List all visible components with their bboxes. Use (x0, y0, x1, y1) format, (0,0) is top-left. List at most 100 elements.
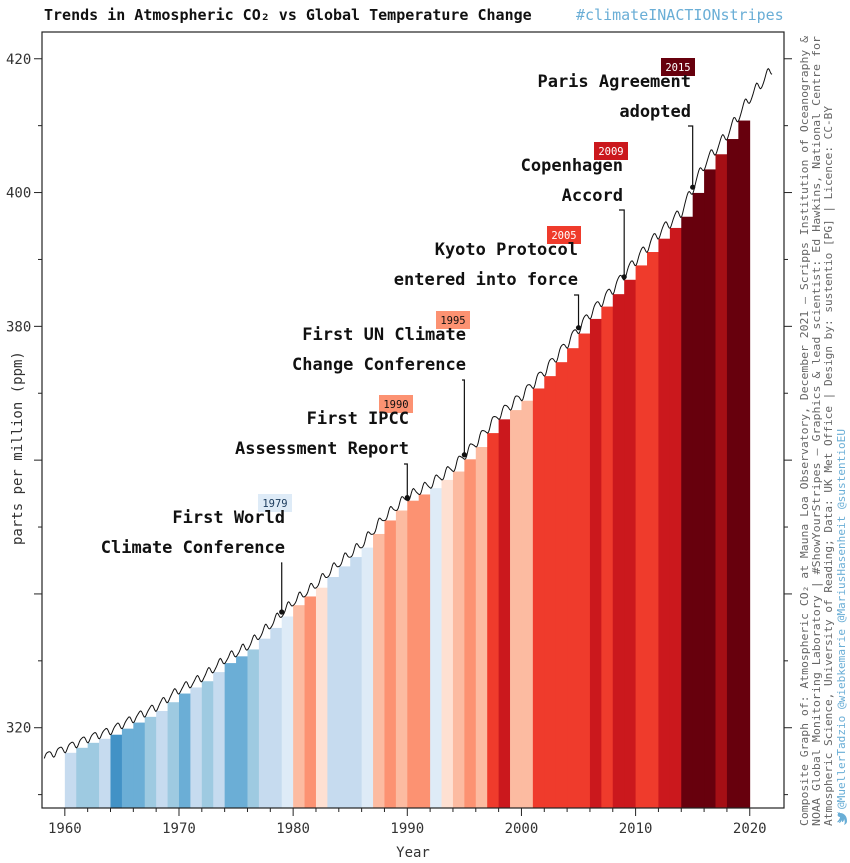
x-tick-label-1990: 1990 (390, 821, 424, 837)
annotation-line-2: adopted (619, 102, 691, 122)
year-badge-label: 1995 (440, 315, 465, 327)
stripe-1966 (133, 722, 146, 808)
stripe-2015 (692, 192, 705, 808)
year-badge (547, 226, 581, 244)
stripe-2017 (715, 154, 728, 808)
event-point (461, 452, 467, 458)
stripe-1983 (327, 577, 340, 808)
warming-stripes (64, 120, 751, 809)
stripe-2001 (532, 388, 545, 808)
y-tick-label-400: 400 (6, 186, 31, 202)
stripe-1975 (236, 656, 248, 808)
co2-series-layer (43, 67, 773, 759)
year-badge-label: 2005 (551, 230, 576, 242)
annotation-line-1: First World (172, 508, 285, 528)
event-point (279, 609, 285, 615)
leader-line (281, 562, 283, 612)
leader-line (619, 209, 625, 277)
event-point (621, 274, 627, 280)
stripe-2002 (544, 376, 557, 808)
stripe-2008 (612, 294, 625, 808)
stripe-1985 (350, 557, 363, 808)
event-point (575, 325, 582, 331)
stripe-1988 (384, 520, 397, 808)
stripe-1979 (281, 616, 294, 808)
y-axis-label: parts per million (ppm) (10, 351, 26, 545)
leader-line (688, 125, 694, 188)
stripe-2014 (681, 216, 694, 809)
stripe-1981 (304, 596, 317, 808)
stripe-2000 (521, 400, 534, 808)
stripe-1993 (441, 479, 454, 808)
credits-line-2: NOAA Global Monitoring Laboratory | #Sho… (811, 36, 823, 826)
annotation-line-2: Accord (562, 186, 623, 206)
stripe-1996 (475, 447, 488, 808)
event-point (404, 495, 410, 501)
stripe-1980 (293, 605, 305, 808)
stripe-2005 (578, 333, 591, 808)
stripe-1971 (190, 687, 203, 808)
leader-line (404, 463, 408, 498)
stripe-1999 (510, 410, 522, 808)
stripe-1991 (418, 494, 431, 808)
x-tick-label-2000: 2000 (505, 821, 539, 837)
year-badge-label: 2015 (665, 62, 690, 74)
stripe-2019 (738, 120, 751, 809)
stripe-1970 (178, 693, 191, 808)
event-point (690, 184, 696, 190)
stripe-2009 (624, 279, 636, 808)
annotation-line-1: Kyoto Protocol (435, 240, 578, 260)
stripe-2003 (555, 362, 568, 808)
stripe-1984 (338, 566, 351, 808)
annotation-line-1: Paris Agreement (537, 72, 691, 92)
stripe-1990 (407, 500, 420, 808)
stripe-1961 (76, 747, 89, 808)
stripe-1998 (498, 419, 511, 808)
stripe-1978 (270, 627, 283, 808)
stripe-2007 (601, 306, 614, 808)
stripe-1965 (121, 728, 134, 808)
stripe-2013 (669, 227, 682, 808)
year-badge (379, 395, 413, 413)
stripe-2006 (589, 318, 602, 808)
stripe-2012 (658, 238, 671, 808)
year-badge (661, 58, 695, 76)
stripe-1995 (464, 459, 477, 808)
y-axis: 320 380 400 420 (6, 52, 792, 796)
stripe-1997 (487, 433, 500, 808)
stripe-1982 (315, 587, 328, 808)
stripe-2004 (567, 348, 579, 808)
hashtag-label: #climateINACTIONstripes (576, 6, 784, 24)
x-tick-label-1960: 1960 (48, 821, 82, 837)
annotation-line-2: Climate Conference (101, 538, 285, 558)
x-axis: 1960 1970 1980 1990 2000 2010 2020 (48, 808, 767, 837)
credits-block: Composite Graph of: Atmospheric CO₂ at M… (799, 35, 848, 826)
leader-line (574, 294, 580, 328)
stripe-1963 (99, 738, 111, 808)
credits-line-4: @MuellerTadzio @wiebkemarie @MariusHasen… (836, 429, 848, 809)
plot-frame (41, 31, 785, 809)
credits-line-1: Composite Graph of: Atmospheric CO₂ at M… (799, 35, 811, 826)
stripe-1973 (213, 672, 226, 808)
stripe-1977 (258, 638, 271, 808)
y-tick-label-320: 320 (6, 721, 31, 737)
annotation-line-2: Assessment Report (235, 439, 409, 459)
y-tick-label-380: 380 (6, 319, 31, 335)
stripe-1992 (430, 488, 442, 808)
y-tick-label-420: 420 (6, 52, 31, 68)
x-tick-label-1980: 1980 (276, 821, 310, 837)
year-badge-label: 1990 (383, 399, 408, 411)
stripe-1989 (395, 510, 408, 808)
chart-title: Trends in Atmospheric CO₂ vs Global Temp… (44, 6, 532, 24)
credits-line-3: Atmospheric Science, University of Readi… (823, 105, 835, 826)
stripe-1960 (64, 752, 77, 808)
stripe-1969 (167, 702, 180, 808)
x-tick-label-2010: 2010 (619, 821, 653, 837)
